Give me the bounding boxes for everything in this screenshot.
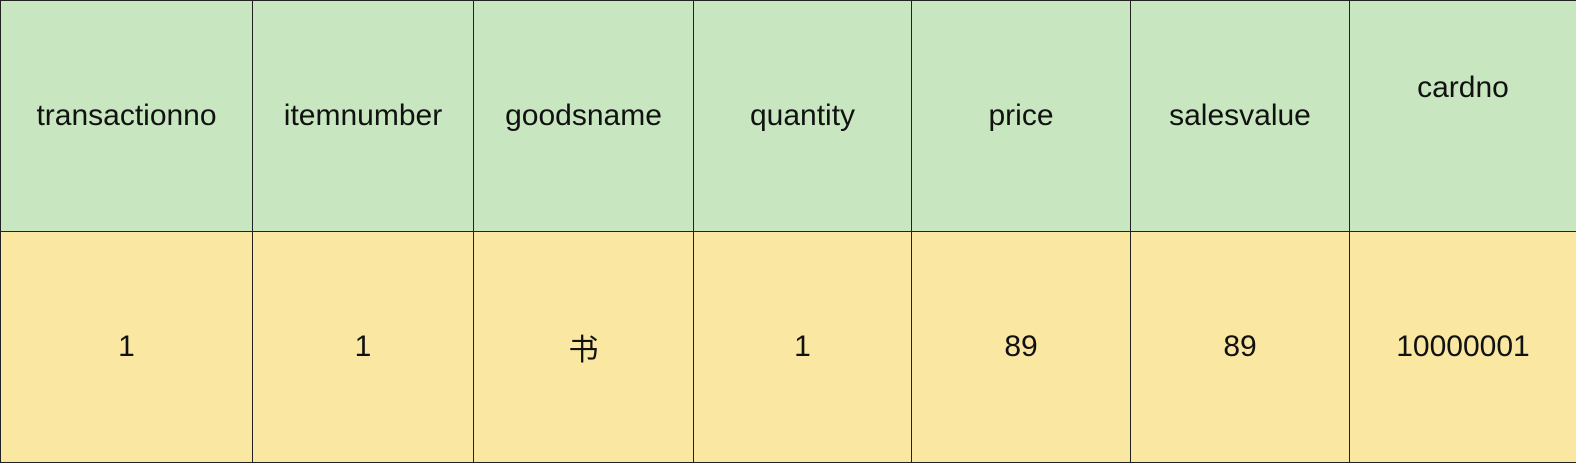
header-quantity: quantity — [693, 0, 912, 232]
cell-cardno: 10000001 — [1349, 231, 1576, 463]
table-row: 1 1 书 1 89 89 10000001 — [0, 231, 1576, 463]
cell-goodsname: 书 — [473, 231, 694, 463]
cell-quantity: 1 — [693, 231, 912, 463]
header-transactionno: transactionno — [0, 0, 253, 232]
cell-price: 89 — [911, 231, 1131, 463]
header-price: price — [911, 0, 1131, 232]
header-itemnumber: itemnumber — [252, 0, 474, 232]
cell-itemnumber: 1 — [252, 231, 474, 463]
header-row: transactionno itemnumber goodsname quant… — [0, 0, 1576, 232]
cell-salesvalue: 89 — [1130, 231, 1350, 463]
cell-transactionno: 1 — [0, 231, 253, 463]
header-cardno: cardno — [1349, 0, 1576, 232]
header-salesvalue: salesvalue — [1130, 0, 1350, 232]
header-goodsname: goodsname — [473, 0, 694, 232]
